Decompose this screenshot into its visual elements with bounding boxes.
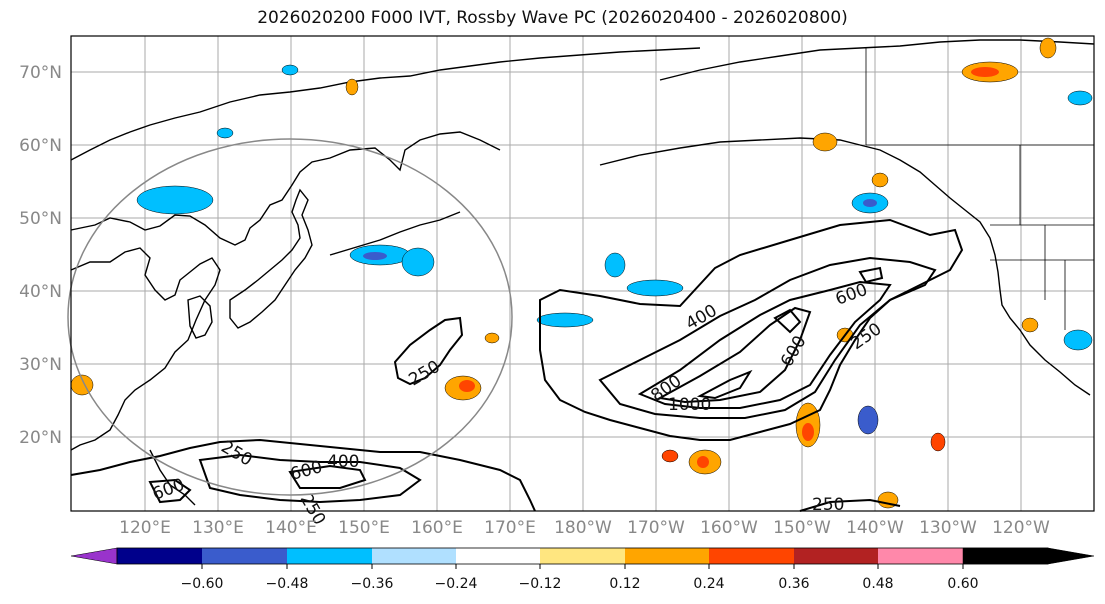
lon-label: 160°E [411,518,463,538]
colorbar-segment [372,548,456,564]
lon-label: 130°W [919,518,977,538]
lon-label: 130°E [192,518,244,538]
rossby-wave-pc-shading [70,37,1093,509]
colorbar-segment [117,548,202,564]
lon-label: 140°W [846,518,904,538]
colorbar-extend-max [962,547,1095,565]
lon-label: 170°E [484,518,536,538]
contour-label: 400 [327,452,359,472]
lon-label: 140°E [265,518,317,538]
colorbar-tick-label: −0.24 [435,576,478,592]
borders [865,48,1094,330]
colorbar-tick-label: 0.36 [778,576,809,592]
colorbar-tick-label: 0.24 [693,576,724,592]
colorbar-frame [116,547,1049,565]
lon-label: 120°E [119,518,171,538]
colorbar-tick-label: −0.36 [351,576,394,592]
lon-label: 150°W [773,518,831,538]
colorbar-tick-label: 0.12 [609,576,640,592]
lon-label: 160°W [700,518,758,538]
lat-label: 20°N [19,428,62,448]
colorbar-segment [794,548,878,564]
colorbar-tick-label: 0.48 [862,576,893,592]
contour-label: 250 [812,495,844,515]
colorbar-segment [456,548,540,564]
colorbar-segment [709,548,794,564]
lat-label: 60°N [19,136,62,156]
map-frame [70,35,1095,512]
colorbar-extend-min [70,547,118,565]
colorbar-segment [287,548,372,564]
lon-label: 120°W [992,518,1050,538]
map-title: 2026020200 F000 IVT, Rossby Wave PC (202… [257,8,848,28]
contour-label: 1000 [668,395,711,415]
lat-labels: 70°N 60°N 50°N 40°N 30°N 20°N [19,63,62,448]
lat-label: 70°N [19,63,62,83]
lon-label: 170°W [627,518,685,538]
colorbar-segment [540,548,625,564]
colorbar-tick-label: 0.60 [947,576,978,592]
colorbar-tick-label: −0.12 [519,576,562,592]
colorbar-tick-label: −0.48 [266,576,309,592]
lon-label: 150°E [338,518,390,538]
lat-label: 40°N [19,282,62,302]
colorbar-tick-label: −0.60 [181,576,224,592]
ivt-contours [70,218,964,512]
colorbar-segment [625,548,709,564]
colorbar-segment [878,548,963,564]
colorbar-segment [202,548,287,564]
lat-label: 30°N [19,355,62,375]
colorbar-ticks [201,564,964,569]
region-outline [67,138,513,496]
lat-label: 50°N [19,209,62,229]
colorbar: −0.60 −0.48 −0.36 −0.24 −0.12 0.12 0.24 … [70,547,1095,592]
lon-labels: 120°E 130°E 140°E 150°E 160°E 170°E 180°… [119,518,1050,538]
lon-label: 180°W [554,518,612,538]
